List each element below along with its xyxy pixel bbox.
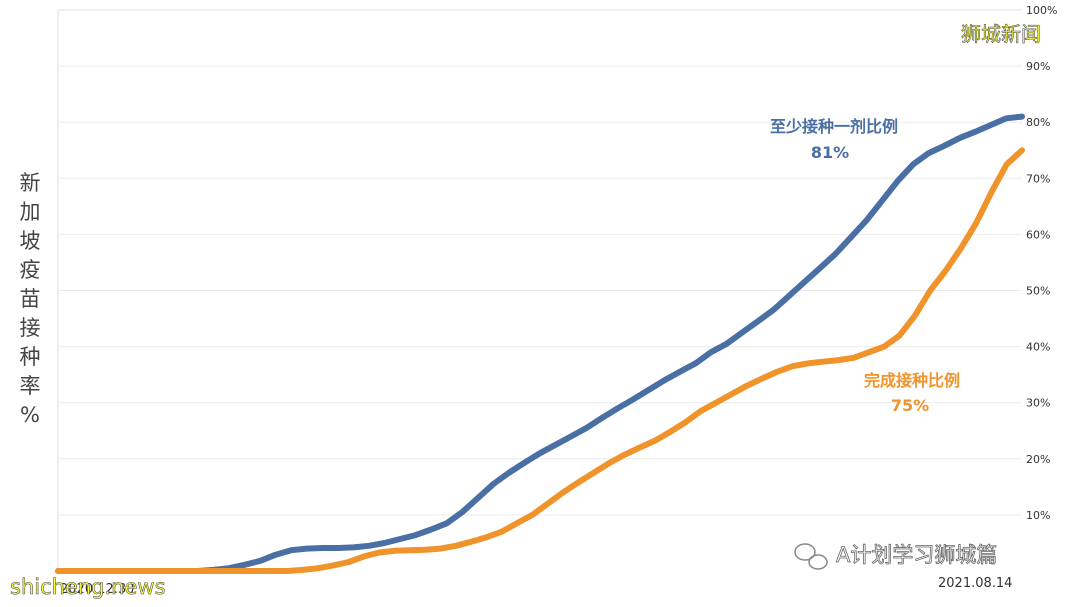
series-line-2: [55, 147, 1025, 574]
y-tick-label: 100%: [1026, 4, 1057, 17]
watermark-top-right: 狮城新闻: [961, 22, 1041, 46]
y-tick-label: 40%: [1026, 341, 1050, 354]
y-tick-label: 30%: [1026, 397, 1050, 410]
series-1-end-value: 81%: [811, 143, 849, 162]
series-layer: [55, 113, 1025, 574]
y-label-char: 率: [20, 374, 41, 398]
wechat-watermark: A计划学习狮城篇: [794, 543, 998, 570]
x-label-start: 2020.12.30: [60, 582, 134, 597]
series-2-label: 完成接种比例: [864, 371, 960, 390]
y-tick-label: 70%: [1026, 172, 1050, 185]
x-label-end: 2021.08.14: [938, 576, 1012, 591]
y-tick-label: 20%: [1026, 453, 1050, 466]
watermark-bottom-left: shicheng.news: [10, 575, 166, 599]
y-label-char: 加: [20, 200, 41, 224]
series-2-end-value: 75%: [891, 396, 929, 415]
grid-lines: [58, 9, 1022, 516]
wechat-icon: [794, 543, 828, 570]
y-label-char: 苗: [20, 287, 41, 311]
y-tick-label: 10%: [1026, 509, 1050, 522]
y-tick-label: 80%: [1026, 116, 1050, 129]
y-tick-label: 60%: [1026, 228, 1050, 241]
y-label-char: 种: [20, 345, 41, 369]
y-label-char: 接: [20, 316, 41, 340]
series-1-label: 至少接种一剂比例: [770, 117, 898, 136]
y-label-char: 疫: [20, 258, 41, 282]
y-tick-label: 50%: [1026, 285, 1050, 298]
y-axis-ticks: 10% 20% 30% 40% 50% 60% 70% 80% 90% 100%: [1026, 4, 1057, 522]
series-line-1: [55, 113, 1025, 574]
y-label-char: %: [20, 403, 40, 427]
y-label-char: 新: [20, 171, 41, 195]
wechat-account-name: A计划学习狮城篇: [836, 543, 997, 567]
y-label-char: 坡: [20, 229, 41, 253]
y-tick-label: 90%: [1026, 60, 1050, 73]
